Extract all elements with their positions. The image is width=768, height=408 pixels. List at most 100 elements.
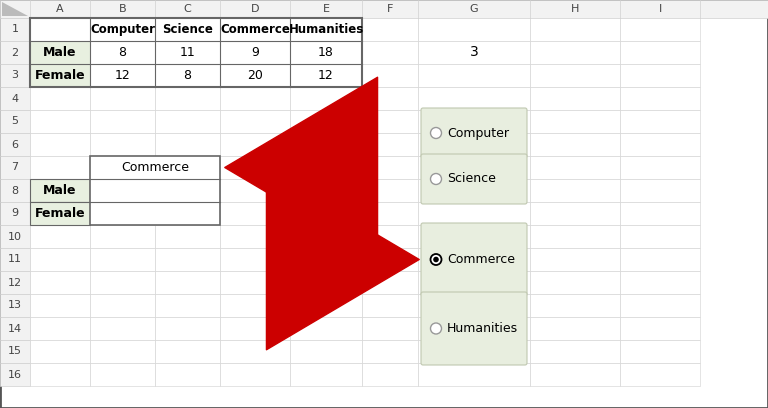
Bar (90, 156, 155, 179)
Bar (155, 271, 220, 294)
Bar (0, 110, 30, 133)
Bar (155, 225, 220, 248)
Text: Female: Female (35, 207, 85, 220)
Bar (220, 202, 290, 225)
Bar (362, 179, 418, 202)
Bar (30, 133, 90, 156)
FancyBboxPatch shape (421, 154, 527, 204)
Bar (620, 156, 700, 179)
Bar (220, 294, 290, 317)
Bar (220, 340, 290, 363)
Bar (530, 156, 620, 179)
Text: Male: Male (43, 184, 77, 197)
Bar (362, 225, 418, 248)
Bar (220, 110, 290, 133)
Bar (620, 110, 700, 133)
Text: Male: Male (43, 46, 77, 59)
Bar (155, 41, 220, 64)
Bar (530, 18, 620, 41)
Bar (155, 87, 220, 110)
Bar (418, 363, 530, 386)
Circle shape (431, 323, 442, 334)
Bar (220, 363, 290, 386)
Bar (30, 156, 90, 179)
Bar (362, 87, 418, 110)
Bar (620, 64, 700, 87)
Bar (418, 110, 530, 133)
Bar (0, 156, 30, 179)
Bar (90, 156, 220, 225)
Text: 12: 12 (8, 277, 22, 288)
Bar (155, 202, 220, 225)
Bar (30, 271, 90, 294)
Bar (530, 64, 620, 87)
Bar (30, 41, 90, 64)
Bar (620, 179, 700, 202)
Text: 2: 2 (12, 47, 18, 58)
Bar (220, 271, 290, 294)
Bar (0, 363, 30, 386)
Bar (290, 202, 362, 225)
Bar (290, 271, 362, 294)
Circle shape (431, 173, 442, 184)
Bar (362, 41, 418, 64)
Text: 12: 12 (114, 69, 131, 82)
Bar (220, 87, 290, 110)
Bar (530, 179, 620, 202)
Bar (90, 179, 155, 202)
Bar (30, 110, 90, 133)
Text: 9: 9 (12, 208, 18, 219)
Bar (90, 248, 155, 271)
Text: Commerce: Commerce (447, 253, 515, 266)
Bar (362, 18, 418, 41)
Bar (90, 110, 155, 133)
Text: 10: 10 (8, 231, 22, 242)
Bar (290, 363, 362, 386)
Text: 14: 14 (8, 324, 22, 333)
Text: 5: 5 (12, 117, 18, 126)
Bar (30, 18, 362, 87)
Bar (530, 133, 620, 156)
Bar (418, 179, 530, 202)
Text: F: F (387, 4, 393, 14)
Bar (620, 225, 700, 248)
Bar (418, 271, 530, 294)
Text: Commerce: Commerce (121, 161, 189, 174)
Bar (155, 110, 220, 133)
Bar (90, 202, 155, 225)
Bar (290, 225, 362, 248)
Text: Computer: Computer (447, 126, 509, 140)
FancyBboxPatch shape (421, 292, 527, 365)
Text: 8: 8 (184, 69, 191, 82)
Bar (530, 248, 620, 271)
Bar (530, 340, 620, 363)
Text: Science: Science (447, 173, 496, 186)
Bar (362, 248, 418, 271)
Circle shape (433, 257, 439, 262)
Text: H: H (571, 4, 579, 14)
Text: 11: 11 (8, 255, 22, 264)
Bar (418, 294, 530, 317)
Bar (155, 340, 220, 363)
Bar (220, 64, 290, 87)
Bar (0, 202, 30, 225)
Bar (530, 271, 620, 294)
Bar (90, 340, 155, 363)
Bar (418, 340, 530, 363)
Bar (90, 294, 155, 317)
Bar (0, 64, 30, 87)
Bar (290, 133, 362, 156)
Text: Commerce: Commerce (220, 23, 290, 36)
Text: C: C (184, 4, 191, 14)
Bar (155, 363, 220, 386)
Bar (418, 248, 530, 271)
Bar (220, 317, 290, 340)
Bar (90, 64, 155, 87)
Bar (530, 41, 620, 64)
Bar (30, 248, 90, 271)
Bar (362, 133, 418, 156)
FancyBboxPatch shape (421, 223, 527, 296)
Text: 4: 4 (12, 93, 18, 104)
Bar (30, 225, 90, 248)
Text: G: G (470, 4, 478, 14)
